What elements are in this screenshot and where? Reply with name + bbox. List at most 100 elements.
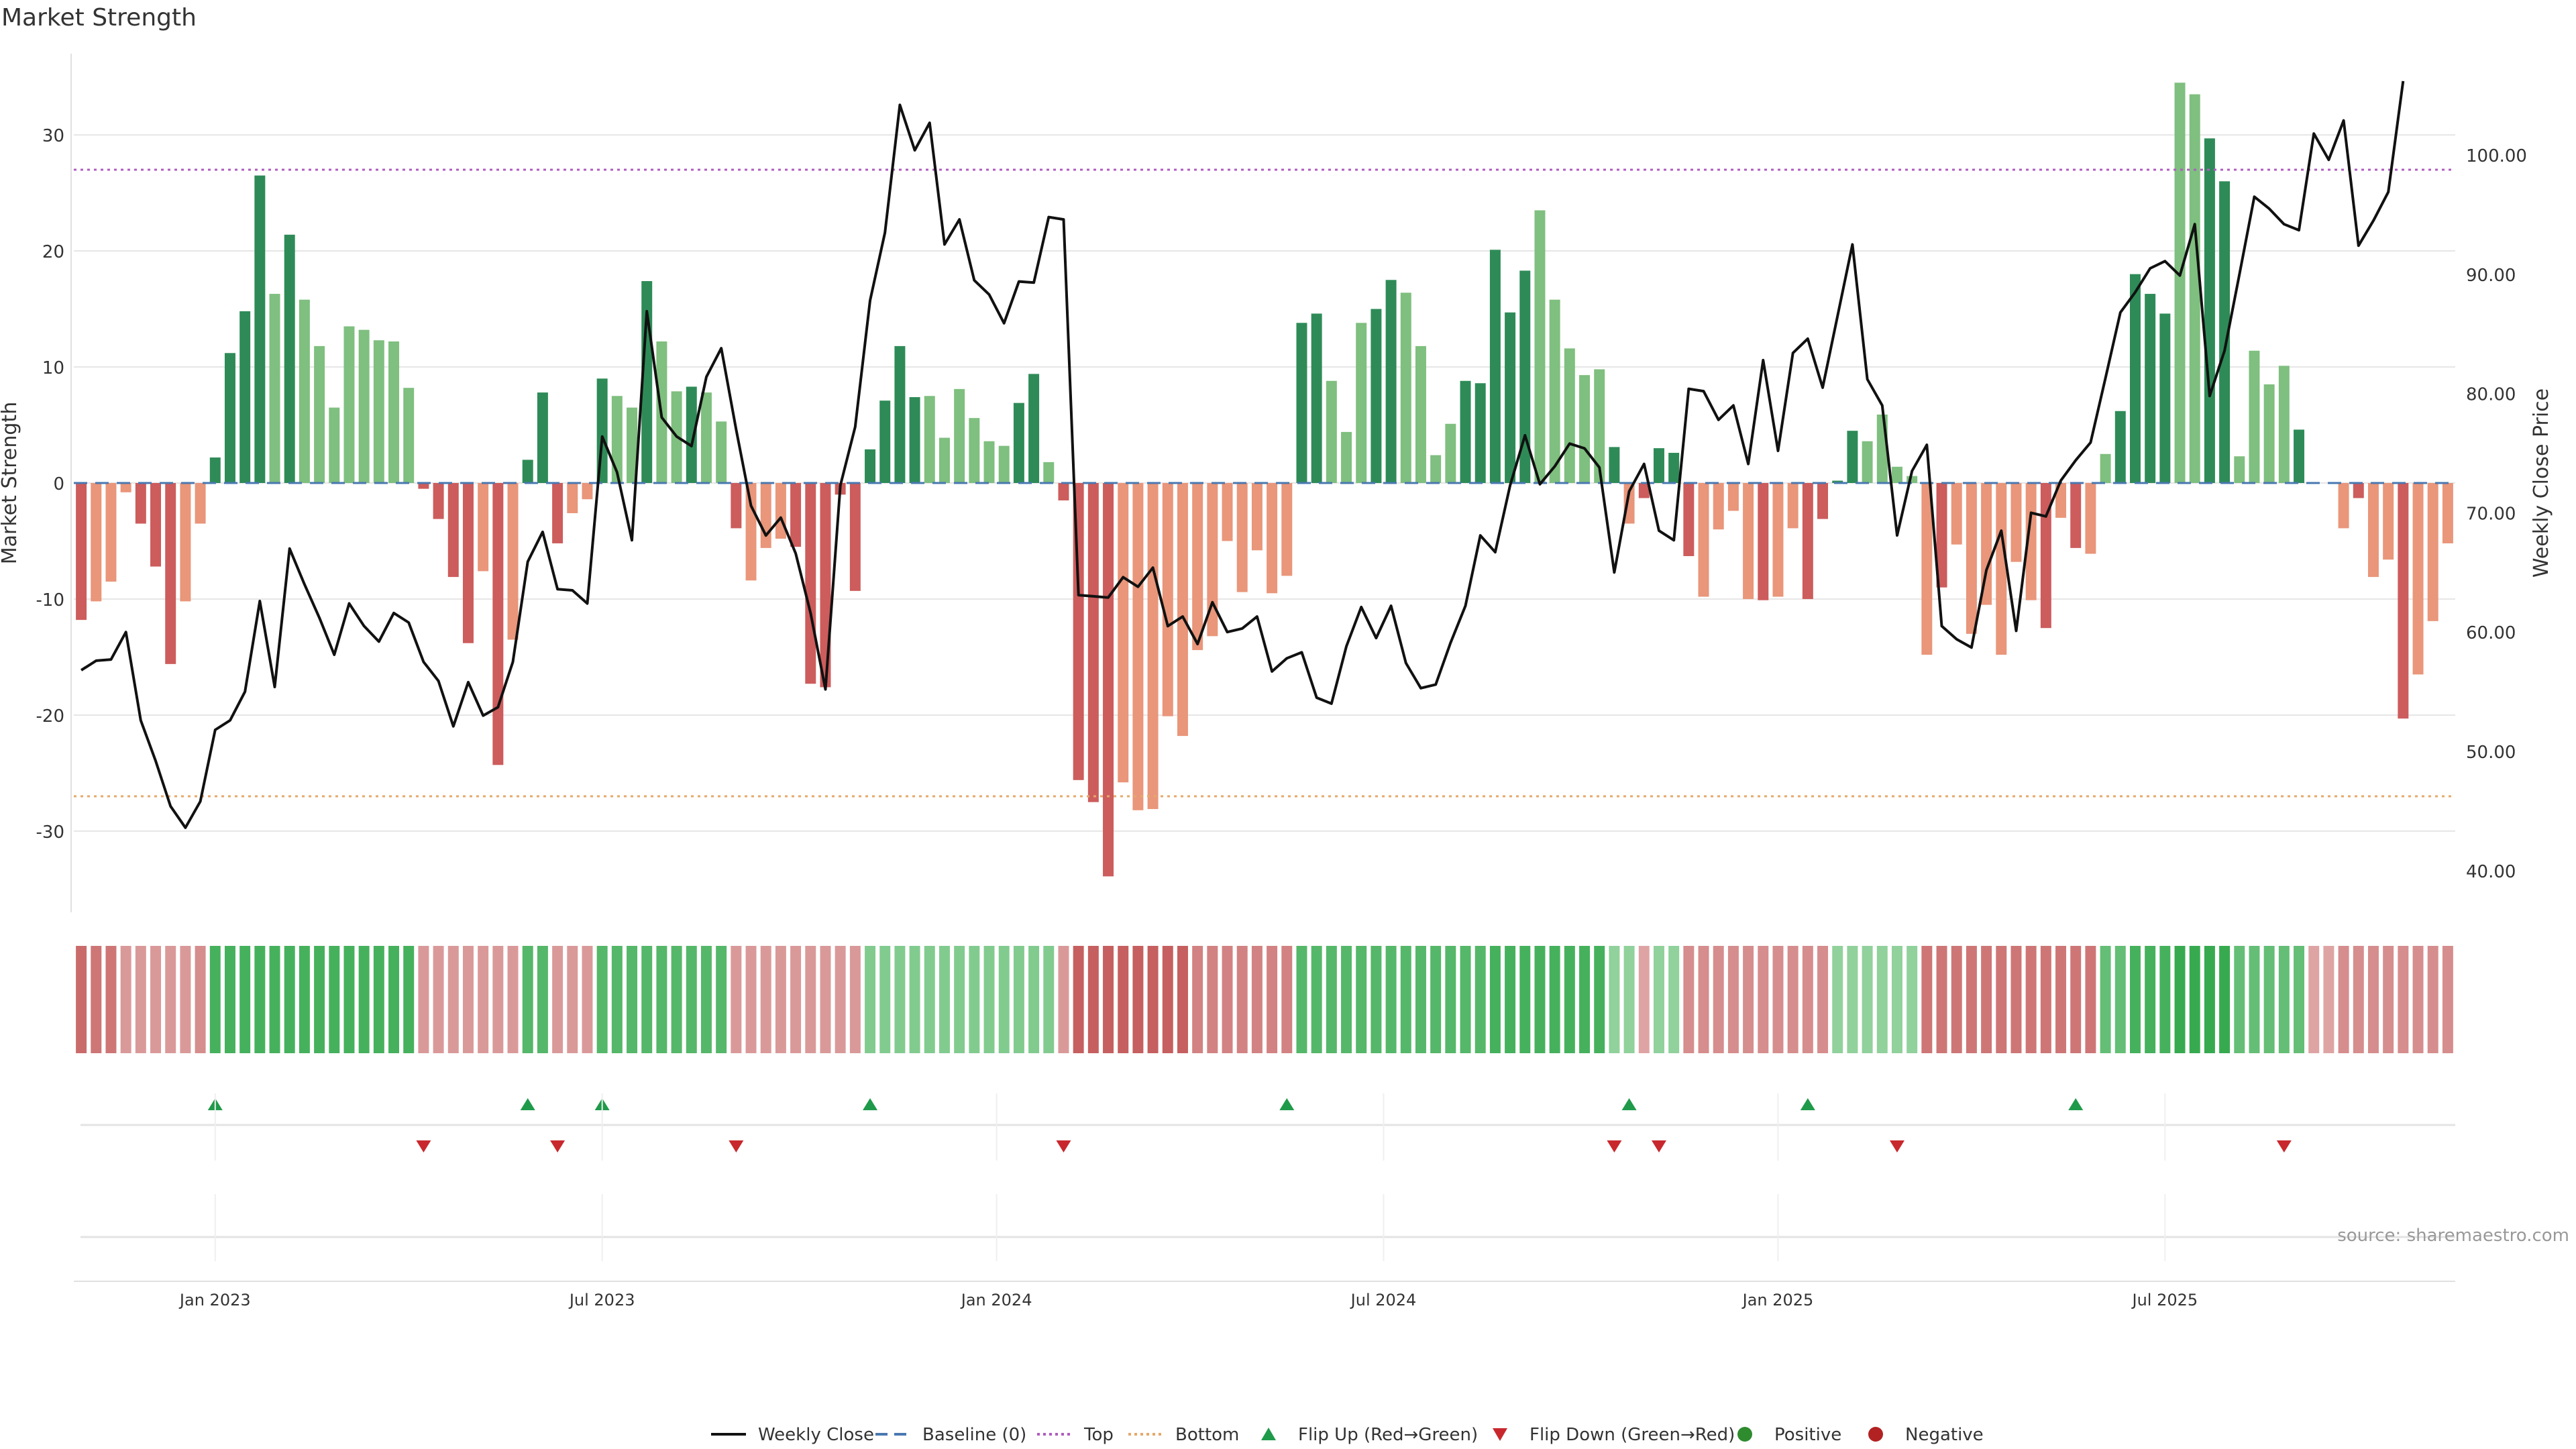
heat-cell (611, 946, 623, 1053)
heat-cell (284, 946, 295, 1053)
strength-bar (2145, 294, 2156, 483)
strength-bar (924, 396, 935, 483)
y2-axis-label: Weekly Close Price (2530, 388, 2553, 578)
flip-down-marker (1651, 1140, 1666, 1152)
legend-label: Flip Down (Green→Red) (1529, 1425, 1735, 1445)
strength-bar (1222, 483, 1233, 541)
y-tick-label: 30 (42, 126, 64, 146)
flip-up-marker (1800, 1098, 1815, 1110)
heat-cell (329, 946, 340, 1053)
heat-cell (1430, 946, 1442, 1053)
flip-down-marker (1889, 1140, 1904, 1152)
strength-bar (1058, 483, 1069, 500)
heat-cell (1073, 946, 1084, 1053)
heat-cell (1817, 946, 1829, 1053)
heat-cell (1727, 946, 1739, 1053)
strength-bar (2055, 483, 2067, 518)
strength-bar (1177, 483, 1188, 737)
y2-tick-label: 70.00 (2466, 504, 2516, 524)
y-tick-label: -30 (36, 822, 64, 843)
heat-cell (1743, 946, 1754, 1053)
heat-cell (716, 946, 727, 1053)
y2-tick-label: 40.00 (2466, 862, 2516, 882)
heat-cell (522, 946, 533, 1053)
legend-swatch (1868, 1427, 1883, 1442)
heat-cell (120, 946, 131, 1053)
heat-cell (1936, 946, 1947, 1053)
weekly-close-series (80, 80, 2405, 829)
heat-cell (269, 946, 280, 1053)
strength-bar (1817, 483, 1829, 519)
strength-bar (269, 294, 280, 483)
strength-bar (1891, 466, 1902, 483)
heat-cell (865, 946, 876, 1053)
x-axis: Jan 2023 Jul 2023 Jan 2024 Jul 2024 Jan 2025… (74, 1093, 2455, 1309)
heat-cell (1043, 946, 1055, 1053)
strength-bar (582, 483, 593, 500)
strength-bar (2412, 483, 2424, 675)
strength-bar (1623, 483, 1635, 524)
heat-cell (1058, 946, 1069, 1053)
y2-tick-label: 100.00 (2466, 146, 2527, 166)
heat-cell (1951, 946, 1962, 1053)
heat-cell (1713, 946, 1724, 1053)
strength-bar (2427, 483, 2438, 621)
strength-bar (1832, 480, 1843, 483)
heat-cell (1236, 946, 1248, 1053)
strength-bar (209, 457, 221, 483)
strength-bar (120, 483, 131, 492)
strength-bar (2383, 483, 2394, 560)
strength-bar (2070, 483, 2082, 548)
heat-cell (91, 946, 102, 1053)
strength-bar (745, 483, 757, 581)
heat-cell (1028, 946, 1040, 1053)
heat-cell (2159, 946, 2171, 1053)
heat-cell (656, 946, 667, 1053)
heat-cell (1474, 946, 1486, 1053)
strength-bar (775, 483, 786, 539)
heat-cell (418, 946, 429, 1053)
strength-bar (1460, 380, 1471, 483)
strength-bar (1981, 483, 1992, 605)
strength-bar (2010, 483, 2022, 562)
strength-bar (849, 483, 861, 591)
strength-bar (552, 483, 564, 543)
strength-bar (1579, 375, 1591, 483)
heat-cell (2442, 946, 2453, 1053)
legend: Weekly Close Baseline (0) Top Bottom Flip Up… (711, 1425, 1984, 1445)
strength-bar (1311, 313, 1322, 483)
heat-cell (2100, 946, 2111, 1053)
flip-up-marker (1621, 1098, 1637, 1110)
heat-cell (2294, 946, 2305, 1053)
strength-bar (1400, 292, 1411, 483)
strength-bar (2189, 94, 2200, 484)
heat-cell (1326, 946, 1337, 1053)
heat-cell (135, 946, 146, 1053)
strength-bar (403, 388, 415, 483)
heat-cell (1653, 946, 1664, 1053)
strength-bar (954, 388, 965, 483)
strength-bar (969, 418, 980, 483)
strength-bar (105, 483, 117, 582)
strength-bar (180, 483, 191, 602)
strength-bar (686, 386, 697, 483)
heat-cell (2010, 946, 2022, 1053)
heat-cell (254, 946, 266, 1053)
strength-bar (2159, 313, 2171, 483)
heat-cell (775, 946, 786, 1053)
heat-cell (924, 946, 935, 1053)
strength-bar (700, 392, 712, 483)
strength-bar (388, 341, 400, 483)
strength-bar (135, 483, 146, 524)
heat-cell (1296, 946, 1307, 1053)
heat-cell (1341, 946, 1352, 1053)
heat-cell (983, 946, 995, 1053)
strength-bar (2174, 83, 2186, 484)
heat-cell (195, 946, 206, 1053)
heat-cell (700, 946, 712, 1053)
heat-cell (938, 946, 950, 1053)
heat-cell (1267, 946, 1278, 1053)
strength-bar (1371, 309, 1382, 483)
strength-bar (1207, 483, 1218, 637)
